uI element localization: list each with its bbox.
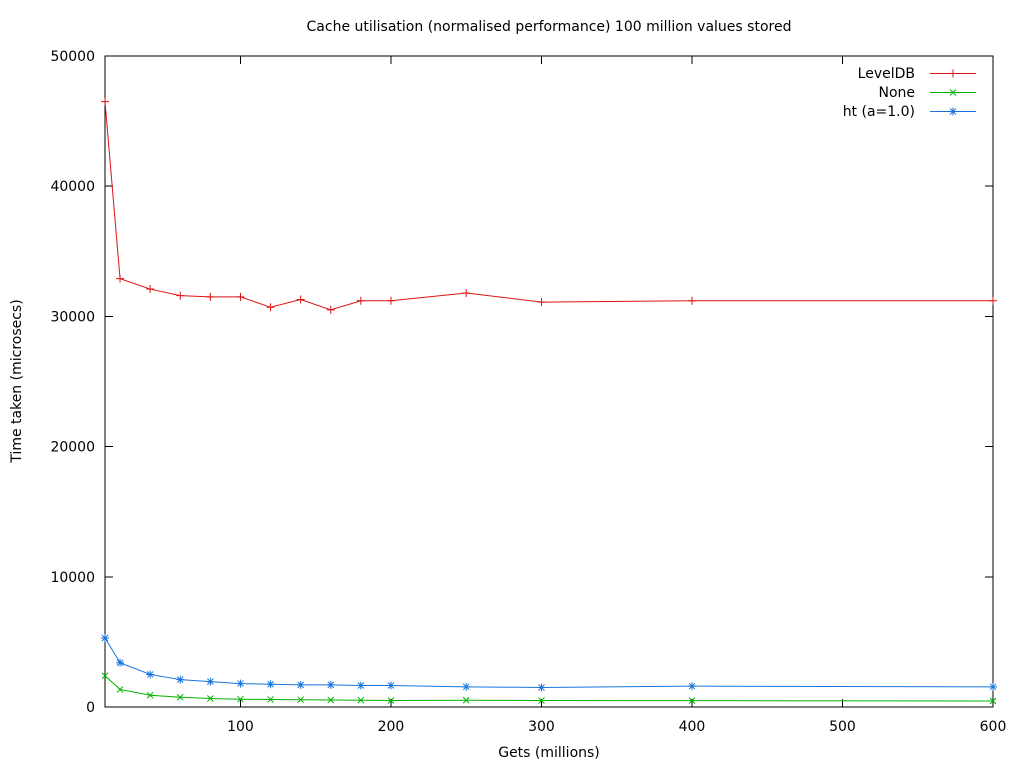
legend-label-ht: ht (a=1.0) [842,103,915,120]
legend-row-none: None [843,83,977,102]
legend-label-none: None [878,84,915,101]
svg-text:300: 300 [528,719,555,735]
svg-text:50000: 50000 [50,49,95,65]
legend-label-leveldb: LevelDB [857,65,915,82]
svg-text:20000: 20000 [50,440,95,456]
svg-text:500: 500 [829,719,856,735]
svg-text:10000: 10000 [50,570,95,586]
legend-line-sample-plus-icon [930,69,976,78]
svg-text:100: 100 [227,719,254,735]
legend-row-ht: ht (a=1.0) [843,102,977,121]
svg-text:400: 400 [679,719,706,735]
svg-text:40000: 40000 [50,179,95,195]
legend-row-leveldb: LevelDB [843,64,977,83]
legend: LevelDB None ht (a=1.0) [843,64,977,121]
x-axis-label: Gets (millions) [498,745,600,761]
svg-text:200: 200 [378,719,405,735]
svg-text:30000: 30000 [50,309,95,325]
chart-title: Cache utilisation (normalised performanc… [306,19,792,35]
svg-text:0: 0 [86,700,95,716]
legend-line-sample-asterisk-icon [930,107,976,116]
svg-text:600: 600 [980,719,1007,735]
legend-line-sample-cross-icon [930,89,976,96]
